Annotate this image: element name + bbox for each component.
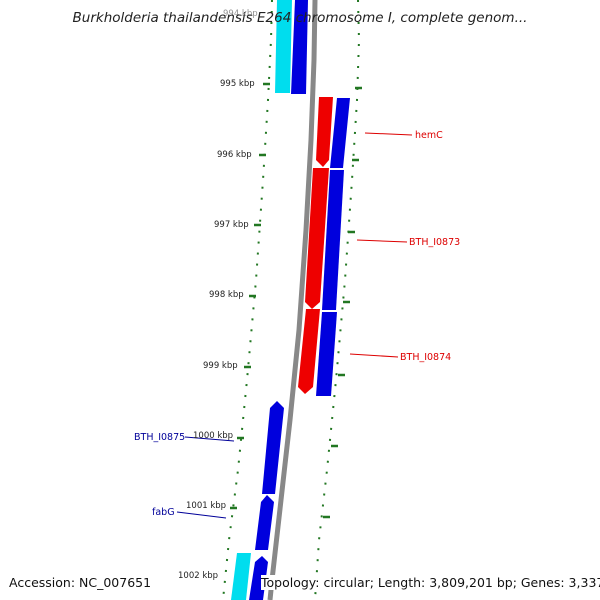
cds-bth-i0874: [298, 309, 320, 394]
cds-top: [291, 0, 308, 94]
cds-bth-i0874-fwd: [316, 312, 337, 396]
cds-bth-i0875: [262, 401, 284, 494]
tick-label-1001: 1001 kbp: [186, 501, 226, 511]
tick-label-997: 997 kbp: [214, 220, 249, 230]
leader-bth-i0873: [356, 239, 408, 243]
tick-label-998: 998 kbp: [209, 290, 244, 300]
tick-label-999: 999 kbp: [203, 361, 238, 371]
cds-fabg: [255, 495, 274, 550]
leader-fabg: [176, 511, 227, 519]
cds-bth-i0873-fwd: [322, 170, 344, 310]
leader-hemc: [364, 132, 413, 136]
cds-hemc-fwd: [330, 98, 350, 168]
gc-ring-outer: [314, 0, 361, 600]
gene-label-bth-i0874[interactable]: BTH_I0874: [400, 352, 451, 363]
accession-text: Accession: NC_007651: [9, 575, 152, 590]
genome-info-text: Topology: circular; Length: 3,809,201 bp…: [261, 575, 600, 590]
cds-bth-i0873: [305, 168, 329, 309]
gene-label-bth-i0873[interactable]: BTH_I0873: [409, 237, 460, 248]
cds-hemc: [316, 97, 333, 167]
gene-label-bth-i0875[interactable]: BTH_I0875: [134, 432, 185, 443]
gene-label-fabg[interactable]: fabG: [152, 507, 175, 518]
gc-dashes: [230, 82, 362, 519]
tick-label-1000: 1000 kbp: [193, 431, 233, 441]
rna-feature-bottom: [231, 553, 251, 600]
tick-label-1002: 1002 kbp: [178, 571, 218, 581]
gene-label-hemc[interactable]: hemC: [415, 130, 443, 141]
backbone: [267, 0, 318, 600]
tick-label-994: 994 kbp: [223, 9, 258, 19]
leader-bth-i0874: [349, 353, 399, 358]
tick-label-995: 995 kbp: [220, 79, 255, 89]
tick-label-996: 996 kbp: [217, 150, 252, 160]
leader-bth-i0875: [184, 436, 235, 442]
map-title: Burkholderia thailandensis E264 chromoso…: [72, 10, 528, 26]
gc-ring-inner: [222, 0, 273, 600]
rna-feature-top: [275, 0, 292, 93]
